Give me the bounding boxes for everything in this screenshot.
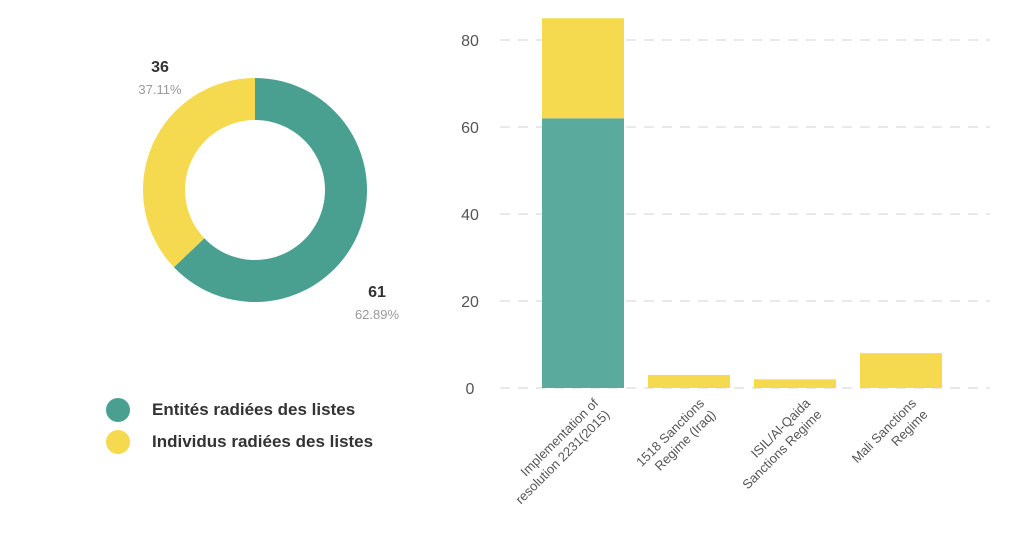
bar-segment-individuals[interactable] (754, 379, 836, 388)
donut-slice-entities[interactable] (173, 78, 367, 302)
bar-segment-individuals[interactable] (648, 374, 730, 388)
y-tick-label: 80 (461, 33, 479, 50)
y-tick-label: 20 (461, 294, 479, 311)
legend-label-individuals: Individus radiées des listes (152, 432, 374, 451)
donut-slice-individuals[interactable] (143, 78, 255, 268)
x-tick-label: Mali SanctionsRegime (849, 395, 931, 477)
donut-percent-label-entities: 62.89% (355, 307, 400, 322)
legend-label-entities: Entités radiées des listes (152, 400, 356, 419)
legend-swatch-individuals (106, 430, 130, 454)
donut-chart-panel: 36 37.11% 61 62.89% Entités radiées des … (0, 0, 440, 533)
donut-chart: 36 37.11% 61 62.89% (138, 59, 400, 322)
stacked-bar-chart: 0 20 40 60 80 Implementation ofresolution 22… (461, 18, 990, 507)
legend-swatch-entities (106, 398, 130, 422)
donut-value-label-entities: 61 (368, 284, 386, 301)
x-tick-label: 1518 SanctionsRegime (Iraq) (633, 395, 719, 481)
legend-item-individuals[interactable]: Individus radiées des listes (106, 427, 373, 457)
donut-percent-label-individuals: 37.11% (138, 82, 182, 97)
x-tick-label: Implementation ofresolution 2231(2015) (501, 395, 613, 507)
y-tick-label: 40 (461, 207, 479, 224)
bar-segment-individuals[interactable] (860, 353, 942, 388)
bar-chart-panel: 0 20 40 60 80 Implementation ofresolution 22… (440, 0, 1026, 533)
donut-value-label-individuals: 36 (151, 59, 169, 76)
bar-segment-entities[interactable] (542, 118, 624, 389)
y-tick-label: 60 (461, 120, 479, 137)
legend-item-entities[interactable]: Entités radiées des listes (106, 395, 355, 425)
bar-segment-individuals[interactable] (542, 18, 624, 119)
x-tick-label: ISIL/Al-QaidaSanctions Regime (728, 395, 825, 492)
y-tick-label: 0 (466, 381, 475, 398)
